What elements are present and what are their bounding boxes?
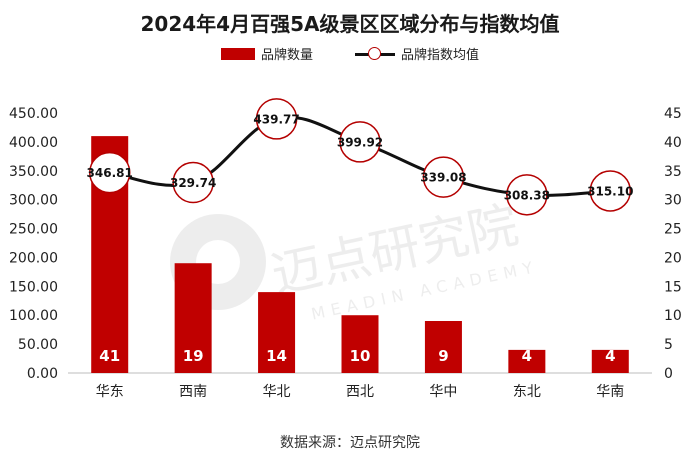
x-tick-label: 华南 <box>596 384 624 400</box>
left-tick-label: 250.00 <box>9 222 58 238</box>
left-tick-label: 50.00 <box>18 337 58 353</box>
right-tick-label: 35 <box>664 164 682 180</box>
bar <box>424 321 462 373</box>
watermark: 迈点研究院 MEADIN ACADEMY <box>170 196 540 324</box>
right-tick-label: 30 <box>664 193 682 209</box>
x-tick-label: 西南 <box>179 384 207 400</box>
right-tick-label: 45 <box>664 106 682 122</box>
bar-value-label: 41 <box>99 347 120 365</box>
left-tick-label: 100.00 <box>9 308 58 324</box>
left-tick-label: 150.00 <box>9 279 58 295</box>
legend-item-line[interactable]: 品牌指数均值 <box>355 44 479 63</box>
bar-value-label: 4 <box>522 347 532 365</box>
line-point <box>172 161 214 204</box>
left-tick-label: 0.00 <box>27 366 58 382</box>
right-tick-label: 5 <box>664 337 673 353</box>
right-tick-label: 0 <box>664 366 673 382</box>
line-point <box>589 170 632 212</box>
x-tick-label: 华中 <box>429 384 457 400</box>
right-tick-label: 10 <box>664 308 682 324</box>
line-markers: 346.81 329.74 439.77 399.92 339.08 308.38 315.… <box>87 98 633 216</box>
line-point <box>506 174 548 216</box>
line-value-label: 308.38 <box>504 188 550 202</box>
line-value-label: 439.77 <box>253 112 299 126</box>
legend-item-bar[interactable]: 品牌数量 <box>220 44 313 63</box>
bar <box>341 315 379 373</box>
right-tick-label: 40 <box>664 135 682 151</box>
bar-value-label: 19 <box>183 347 204 365</box>
x-tick-label: 东北 <box>513 384 541 400</box>
right-axis: 0 5 10 15 20 25 30 35 40 45 <box>664 106 682 382</box>
x-tick-label: 华东 <box>96 384 124 400</box>
legend-line-swatch <box>355 46 395 61</box>
line-point <box>88 151 131 194</box>
line-value-label: 315.10 <box>587 184 633 198</box>
bar <box>174 263 212 373</box>
left-tick-label: 450.00 <box>9 106 58 122</box>
left-axis: 0.00 50.00 100.00 150.00 200.00 250.00 300.00 3… <box>9 106 58 382</box>
bar-labels: 41 19 14 10 9 4 4 <box>99 347 615 365</box>
left-tick-label: 400.00 <box>9 135 58 151</box>
legend-label-bar: 品牌数量 <box>260 48 313 63</box>
left-tick-label: 300.00 <box>9 193 58 209</box>
left-tick-label: 200.00 <box>9 250 58 266</box>
chart-title: 2024年4月百强5A级景区区域分布与指数均值 <box>140 12 560 36</box>
bar-value-label: 9 <box>438 347 448 365</box>
right-tick-label: 25 <box>664 222 682 238</box>
bar <box>258 292 296 373</box>
x-axis: 华东 西南 华北 西北 华中 东北 华南 <box>96 384 625 400</box>
x-tick-label: 西北 <box>346 384 374 400</box>
bar-value-label: 4 <box>605 347 615 365</box>
legend: 品牌数量 品牌指数均值 <box>0 44 700 63</box>
right-tick-label: 20 <box>664 250 682 266</box>
line-value-label: 399.92 <box>337 135 383 149</box>
line-value-label: 339.08 <box>420 171 466 185</box>
left-tick-label: 350.00 <box>9 164 58 180</box>
bar-value-label: 14 <box>266 347 287 365</box>
legend-bar-swatch <box>220 47 255 60</box>
line-value-label: 346.81 <box>87 166 133 180</box>
legend-label-line: 品牌指数均值 <box>401 48 480 63</box>
bar-value-label: 10 <box>350 347 371 365</box>
bar <box>591 349 629 373</box>
x-tick-label: 华北 <box>263 384 291 400</box>
line-point <box>339 121 381 163</box>
line-point <box>255 98 298 140</box>
line-point <box>422 156 465 198</box>
right-tick-label: 15 <box>664 279 682 295</box>
line-value-label: 329.74 <box>170 176 216 190</box>
bar <box>508 349 546 373</box>
source-note: 数据来源：迈点研究院 <box>280 435 420 451</box>
